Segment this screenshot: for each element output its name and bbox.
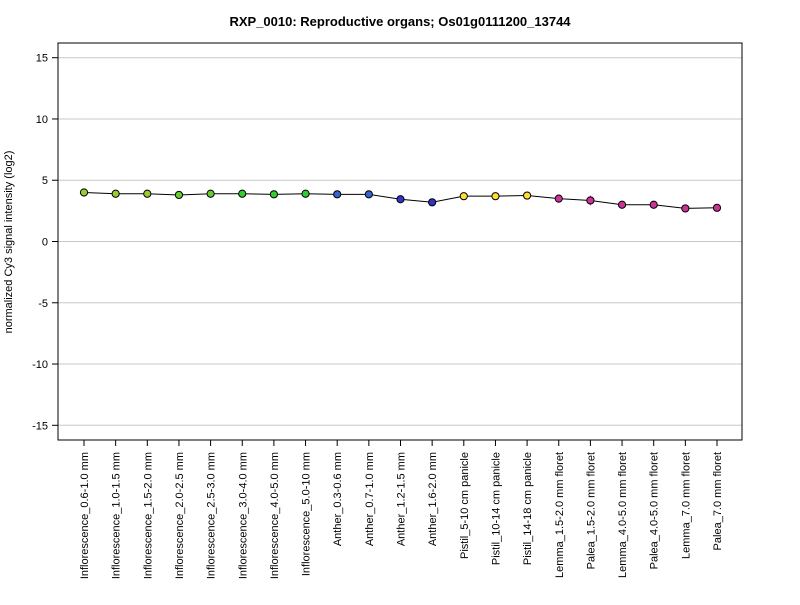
data-point [143, 189, 152, 198]
x-tick-label: Inflorescence_1.0-1.5 mm [111, 452, 123, 579]
x-tick-label: Lemma_1.5-2.0 mm floret [554, 452, 566, 578]
gridlines [58, 57, 742, 426]
x-tick-label: Inflorescence_4.0-5.0 mm [269, 452, 281, 579]
y-tick-label: 0 [42, 237, 48, 249]
data-point [649, 200, 658, 209]
data-point [554, 194, 563, 203]
data-point [586, 196, 595, 205]
x-tick-label: Inflorescence_2.0-2.5 mm [174, 452, 186, 579]
data-point [79, 188, 89, 197]
x-tick-label: Palea_4.0-5.0 mm floret [649, 452, 661, 569]
series-layer [79, 188, 722, 213]
data-point [301, 189, 310, 198]
data-point [238, 189, 247, 198]
x-tick-label: Palea_1.5-2.0 mm floret [585, 452, 597, 569]
x-tick-label: Lemma_4.0-5.0 mm floret [617, 452, 629, 578]
x-tick-label: Inflorescence_0.6-1.0 mm [79, 452, 91, 579]
plot-frame [57, 42, 743, 441]
y-tick-label: -10 [32, 359, 48, 371]
y-tick-label: 10 [36, 114, 48, 126]
y-axis-label: normalized Cy3 signal intensity (log2) [3, 151, 15, 334]
x-tick-label: Inflorescence_3.0-4.0 mm [237, 452, 249, 579]
x-tick-label: Inflorescence_2.5-3.0 mm [206, 452, 218, 579]
x-tick-label: Inflorescence_5.0-10 mm [301, 452, 313, 576]
x-tick-label: Pistil_5-10 cm panicle [459, 452, 471, 559]
data-point [333, 190, 342, 199]
data-point [523, 191, 532, 200]
y-tick-label: 15 [36, 53, 48, 65]
data-point [206, 189, 215, 198]
data-point [428, 198, 437, 207]
y-tick-label: -15 [32, 420, 48, 432]
y-tick-label: -5 [38, 298, 48, 310]
chart-title: RXP_0010: Reproductive organs; Os01g0111… [229, 14, 571, 29]
data-point [269, 190, 278, 199]
y-tick-label: 5 [42, 175, 48, 187]
data-point [111, 189, 120, 198]
data-point [396, 195, 405, 204]
data-point [491, 192, 500, 201]
axes: -15 -10 -5 0 5 10 15 Inflorescence_0.6-1.0 mm In… [32, 53, 724, 579]
x-tick-label: Anther_1.6-2.0 mm [427, 452, 439, 546]
x-tick-label: Pistil_14-18 cm panicle [522, 452, 534, 565]
data-point [681, 204, 690, 213]
data-point [459, 192, 468, 201]
data-point [712, 203, 722, 212]
data-point [364, 190, 373, 199]
x-tick-label: Inflorescence_1.5-2.0 mm [142, 452, 154, 579]
x-tick-label: Anther_0.3-0.6 mm [332, 452, 344, 546]
data-point [617, 200, 627, 209]
x-tick-label: Lemma_7.0 mm floret [680, 452, 692, 559]
x-tick-label: Anther_1.2-1.5 mm [396, 452, 408, 546]
data-point [174, 190, 184, 200]
x-tick-label: Anther_0.7-1.0 mm [364, 452, 376, 546]
x-tick-label: Pistil_10-14 cm panicle [490, 452, 502, 565]
x-tick-label: Palea_7.0 mm floret [712, 452, 724, 550]
